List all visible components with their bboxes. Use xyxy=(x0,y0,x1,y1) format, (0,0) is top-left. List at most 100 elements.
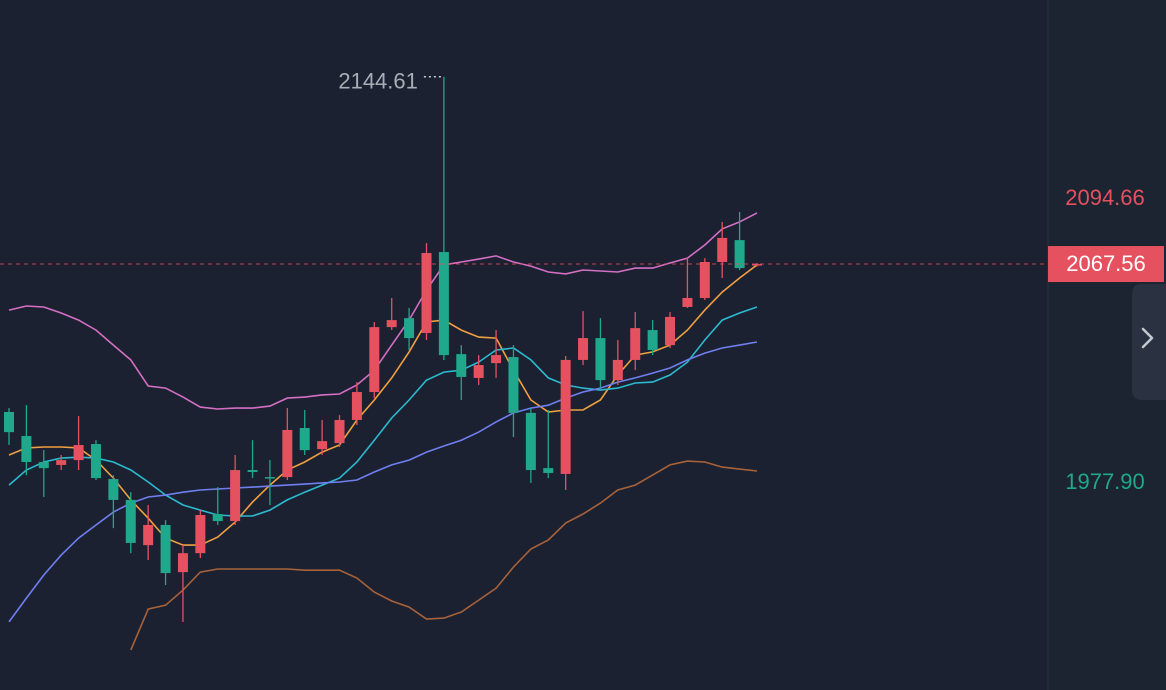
current-price-tag xyxy=(1048,246,1164,283)
candle-body xyxy=(334,419,345,444)
candle-body xyxy=(578,338,589,360)
candle xyxy=(560,356,571,490)
candle xyxy=(177,545,188,622)
indicator-line xyxy=(8,212,758,410)
candle-body xyxy=(647,330,658,350)
candle-body xyxy=(73,445,84,461)
candle-body xyxy=(38,462,49,469)
candle xyxy=(595,318,606,389)
candle xyxy=(230,454,241,525)
candle xyxy=(421,243,432,341)
candle xyxy=(699,258,710,300)
candle-body xyxy=(560,359,571,474)
candle xyxy=(56,454,67,471)
indicator-line xyxy=(8,306,758,517)
candle-body xyxy=(247,470,258,472)
candle xyxy=(752,262,762,267)
candle-body xyxy=(212,514,223,522)
candle-body xyxy=(682,297,693,307)
candle-body xyxy=(230,470,241,522)
candle-body xyxy=(264,477,275,479)
candle xyxy=(404,307,415,350)
candle-body xyxy=(421,253,432,333)
candle xyxy=(299,410,310,455)
candle-body xyxy=(612,359,623,381)
candle xyxy=(456,345,467,401)
candle xyxy=(195,510,206,559)
candle-body xyxy=(525,412,536,471)
candle xyxy=(90,440,101,481)
candle xyxy=(38,450,49,498)
candle xyxy=(734,211,745,271)
candle xyxy=(525,408,536,483)
candle xyxy=(247,440,258,479)
candle-body xyxy=(473,365,484,378)
candle-body xyxy=(508,357,519,413)
candle-body xyxy=(90,444,101,479)
candle-body xyxy=(595,338,606,381)
candle-body xyxy=(108,479,119,500)
candle-body xyxy=(21,436,32,463)
candle-body xyxy=(699,262,710,298)
candle-body xyxy=(369,327,380,393)
current-price-label: 2067.56 xyxy=(1066,251,1146,276)
candle-body xyxy=(125,499,136,543)
candle xyxy=(143,505,154,560)
candle xyxy=(21,405,32,476)
candle-body xyxy=(56,460,67,465)
candle-body xyxy=(177,553,188,573)
candle-body xyxy=(143,524,154,546)
candle xyxy=(108,475,119,529)
candle xyxy=(125,492,136,554)
high-label: 2144.61 xyxy=(338,69,418,94)
candle xyxy=(438,76,449,360)
candle-body xyxy=(491,355,502,364)
candle xyxy=(491,330,502,378)
candle xyxy=(317,419,328,455)
candle-body xyxy=(404,318,415,339)
candle-body xyxy=(351,392,362,420)
candle-body xyxy=(665,316,676,346)
indicator-line xyxy=(130,460,758,651)
candle xyxy=(351,382,362,426)
candle xyxy=(508,345,519,437)
candle xyxy=(682,257,693,308)
candle xyxy=(473,355,484,385)
candle-body xyxy=(4,411,14,433)
candle-body xyxy=(317,441,328,450)
candle xyxy=(282,408,293,481)
candle xyxy=(386,297,397,331)
candle xyxy=(160,520,171,586)
candle-body xyxy=(456,354,467,377)
candle xyxy=(334,415,345,447)
candle-body xyxy=(717,237,728,263)
candle xyxy=(4,408,14,446)
candle xyxy=(717,221,728,279)
y-tick-label: 2094.66 xyxy=(1065,185,1145,210)
chevron-icon[interactable] xyxy=(1141,327,1154,349)
candle-body xyxy=(734,240,745,269)
candle xyxy=(369,322,380,399)
candle-body xyxy=(386,320,397,328)
candle-body xyxy=(752,264,762,266)
expand-button[interactable] xyxy=(1132,284,1166,400)
candle-body xyxy=(438,252,449,356)
candle xyxy=(630,312,641,371)
candle-body xyxy=(195,515,206,554)
candle xyxy=(665,312,676,349)
candle-body xyxy=(630,328,641,360)
candle xyxy=(73,416,84,471)
candle xyxy=(264,460,275,506)
candle xyxy=(647,320,658,356)
candle xyxy=(612,340,623,385)
candle-body xyxy=(543,468,554,473)
candle xyxy=(578,311,589,366)
candle-body xyxy=(160,524,171,574)
candle xyxy=(543,410,554,479)
y-tick-label: 1977.90 xyxy=(1065,469,1145,494)
candle xyxy=(212,487,223,525)
candle-body xyxy=(299,427,310,451)
candle-body xyxy=(282,429,293,478)
